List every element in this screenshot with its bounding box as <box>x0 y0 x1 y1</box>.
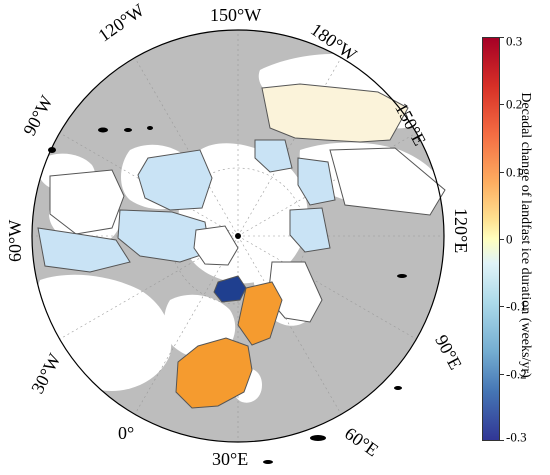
region-kara-inner <box>297 157 336 206</box>
colorbar-tick-label: 0.1 <box>506 164 523 180</box>
colorbar-tickmark <box>500 374 504 375</box>
colorbar-tickmark <box>500 104 504 105</box>
colorbar-tick-label: -0.2 <box>506 366 527 382</box>
region-laptev-inner <box>254 139 293 173</box>
lon-label-0: 0° <box>118 423 135 443</box>
north-pole-marker <box>235 233 241 239</box>
colorbar: 0.3 0.2 0.1 0 -0.1 -0.2 -0.3 <box>478 33 550 447</box>
colorbar-tick-label: 0.2 <box>506 96 523 112</box>
region-white-sea-positive <box>175 337 253 409</box>
colorbar-tickmark <box>500 306 504 307</box>
colorbar-tick-label: 0 <box>506 231 513 247</box>
islands <box>48 126 407 464</box>
region-greenland-east <box>193 225 239 266</box>
lon-label-120e: 120°E <box>451 208 471 254</box>
colorbar-tick-label: -0.1 <box>506 298 527 314</box>
colorbar-tickmark <box>500 239 504 240</box>
region-beaufort <box>137 149 213 211</box>
region-east-siberian-chukchi <box>261 83 409 143</box>
regions <box>37 83 446 409</box>
region-baffin-labrador <box>37 227 131 273</box>
region-barents-positive <box>237 281 283 346</box>
lon-label-60w: 60°W <box>5 219 25 262</box>
region-hudson <box>49 169 125 235</box>
colorbar-gradient <box>482 37 500 441</box>
colorbar-label: Decadal change of landfast ice duration … <box>518 92 533 378</box>
colorbar-tickmark <box>500 172 504 173</box>
colorbar-tick-label: 0.3 <box>506 33 523 49</box>
map-frame <box>31 29 445 443</box>
region-east-siberian-outer <box>329 147 446 216</box>
region-svalbard <box>213 275 247 303</box>
colorbar-label-wrap: Decadal change of landfast ice duration … <box>510 20 540 450</box>
lon-label-30e: 30°E <box>212 449 249 469</box>
colorbar-tickmark <box>500 440 504 441</box>
lon-label-150w: 150°W <box>210 5 262 25</box>
colorbar-tick-label: -0.3 <box>506 429 527 445</box>
colorbar-tickmark <box>500 37 504 38</box>
region-canadian-archipelago <box>117 209 211 263</box>
region-kara-outer <box>289 207 331 253</box>
